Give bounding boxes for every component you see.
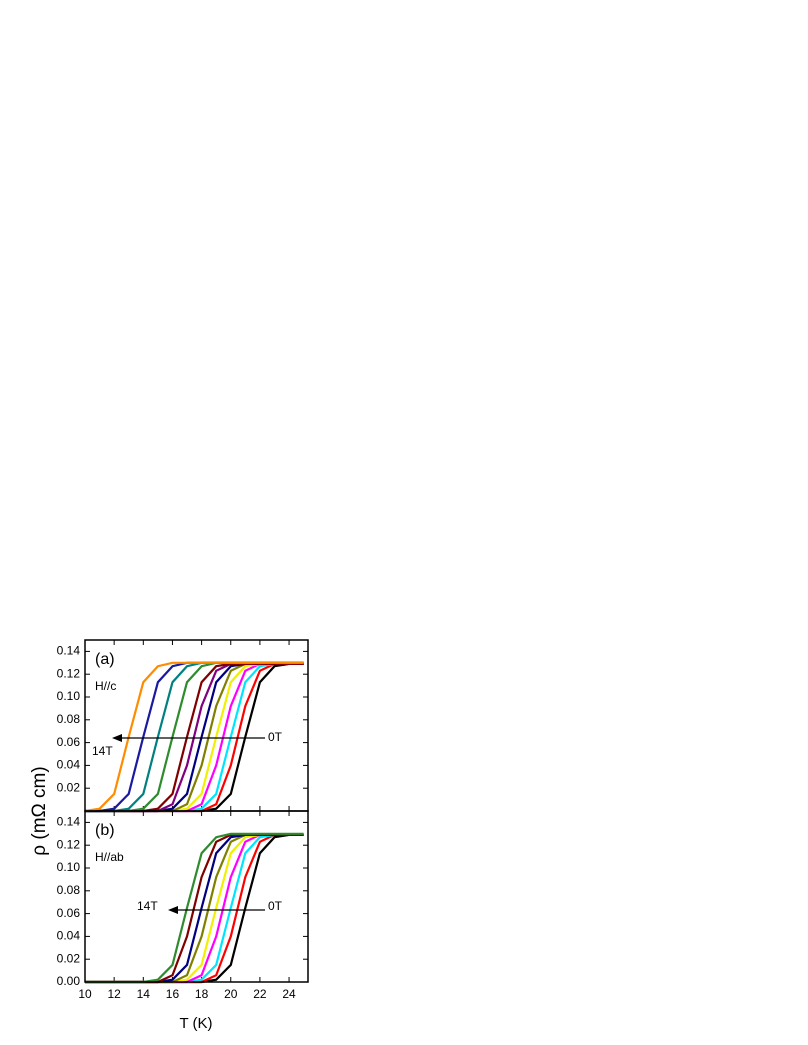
- y-tick-label: 0.12: [57, 837, 81, 851]
- x-axis-label: T (K): [179, 1015, 212, 1032]
- panel-label: (b): [95, 822, 115, 839]
- panel-label: (a): [95, 651, 115, 668]
- y-tick-label: 0.04: [57, 758, 81, 772]
- y-tick-label: 0.00: [57, 974, 81, 988]
- y-tick-label: 0.10: [57, 860, 81, 874]
- x-tick-label: 18: [195, 987, 209, 1001]
- start-label: 0T: [268, 730, 283, 744]
- data-line: [84, 661, 304, 813]
- y-axis-label: ρ (mΩ cm): [29, 766, 50, 855]
- y-tick-label: 0.08: [57, 712, 81, 726]
- arrow-head: [168, 906, 178, 914]
- x-tick-label: 10: [78, 987, 92, 1001]
- plot-frame: [84, 810, 309, 983]
- y-tick-label: 0.08: [57, 883, 81, 897]
- y-tick-label: 0.14: [57, 815, 81, 829]
- y-tick-label: 0.06: [57, 906, 81, 920]
- x-tick-label: 12: [107, 987, 121, 1001]
- field-label: H//ab: [95, 850, 124, 864]
- y-tick-label: 0.06: [57, 735, 81, 749]
- arrow-head: [112, 734, 122, 742]
- end-label: 14T: [137, 899, 158, 913]
- y-tick-label: 0.12: [57, 666, 81, 680]
- x-tick-label: 24: [282, 987, 296, 1001]
- end-label: 14T: [92, 744, 113, 758]
- x-tick-label: 14: [137, 987, 151, 1001]
- y-tick-label: 0.10: [57, 689, 81, 703]
- y-tick-label: 0.02: [57, 780, 81, 794]
- x-tick-label: 22: [253, 987, 267, 1001]
- y-tick-label: 0.04: [57, 929, 81, 943]
- start-label: 0T: [268, 899, 283, 913]
- field-label: H//c: [95, 679, 116, 693]
- y-tick-label: 0.02: [57, 951, 81, 965]
- x-tick-label: 16: [166, 987, 180, 1001]
- x-tick-label: 20: [224, 987, 238, 1001]
- y-tick-label: 0.14: [57, 644, 81, 658]
